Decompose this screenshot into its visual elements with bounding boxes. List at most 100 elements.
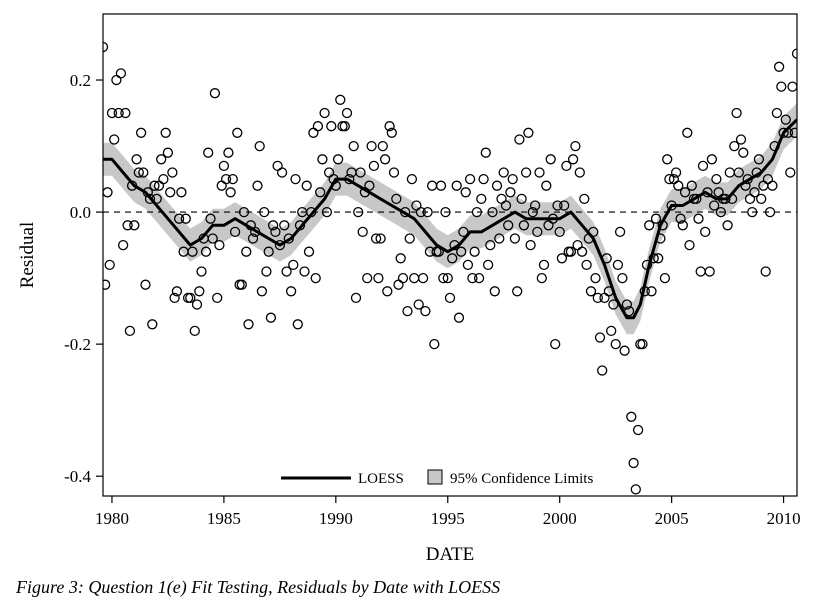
residual-point [247,233,259,244]
residual-point [182,292,194,304]
residual-point [429,338,440,350]
residual-point [270,226,281,238]
residual-point [368,160,380,172]
residual-point [160,127,171,138]
residual-point [720,193,731,205]
residual-point [339,121,350,132]
y-tick-label: 0.0 [70,203,91,222]
residual-point [662,154,673,165]
residual-point [370,233,382,244]
residual-point [310,272,321,284]
residual-point [509,233,521,244]
residual-point [375,233,386,244]
residual-point [104,259,115,271]
residual-point [776,81,787,92]
residual-point [191,299,203,310]
residual-point [507,173,518,185]
residual-point [384,121,395,132]
residual-point [250,226,261,238]
residual-point [547,213,559,224]
residual-point [382,286,393,297]
residual-point [402,305,413,317]
confidence-band [103,103,797,335]
residual-point [554,226,565,238]
residual-point [599,292,610,304]
residual-point [393,279,404,290]
residual-point [594,332,606,343]
residual-point [203,147,214,158]
residual-point [706,154,718,165]
residual-point [404,233,415,244]
residual-point [700,226,711,238]
residual-point [225,187,236,198]
residual-point [552,200,563,211]
residual-point [176,187,187,198]
residual-point [209,88,221,99]
residual-point [691,193,702,205]
residual-point [565,246,577,257]
residual-point [308,127,319,138]
residual-point [467,272,478,284]
residual-point [366,140,377,152]
residual-point [117,239,129,251]
residual-point [614,226,626,238]
residual-point [780,114,791,125]
residual-point [657,220,668,231]
residual-point [561,160,572,172]
residual-point [234,279,245,290]
residual-point [735,134,747,145]
residual-point [791,48,797,59]
residual-point [764,206,776,218]
residual-point [142,187,153,198]
residual-point [422,206,433,218]
y-axis-label: Residual [17,222,38,289]
residual-point [469,246,480,257]
residual-point [283,233,294,244]
residual-point [413,299,424,310]
residual-point [254,140,265,152]
residual-point [319,107,330,119]
residual-point [742,173,753,185]
residual-point [281,266,292,277]
residual-point [639,286,650,297]
residual-point [156,154,167,165]
residual-point [276,167,288,178]
residual-point [621,299,633,310]
residual-point [330,180,341,191]
residual-point [315,187,326,198]
residual-point [348,140,359,152]
x-tick-label: 1985 [207,509,241,528]
residual-point [103,41,109,53]
residual-point [218,160,230,172]
residual-point [312,121,324,132]
residual-point [388,167,400,178]
residual-point [626,411,637,422]
residual-point [180,213,191,224]
residual-point [576,246,588,257]
residual-point [686,180,697,191]
residual-point [559,200,570,211]
residual-point [207,233,218,244]
residual-point [464,173,476,185]
residual-point [541,180,552,191]
residual-point [232,127,243,138]
residual-point [641,259,653,271]
residual-point [103,187,113,198]
residual-point [149,180,160,191]
residual-point [628,457,639,469]
residual-point [216,180,227,191]
residual-point [630,484,641,495]
confidence-band-layer [103,103,797,335]
residual-point [451,180,462,191]
residual-point [532,226,543,238]
residual-point [478,173,489,185]
residual-point [650,213,662,224]
residual-point [109,134,120,145]
legend: LOESS 95% Confidence Limits [281,469,593,487]
residual-point [135,127,147,138]
residual-point [648,253,659,264]
residual-point [212,292,223,304]
residual-point [767,180,778,191]
residual-point [187,246,198,257]
residual-point [592,292,603,304]
